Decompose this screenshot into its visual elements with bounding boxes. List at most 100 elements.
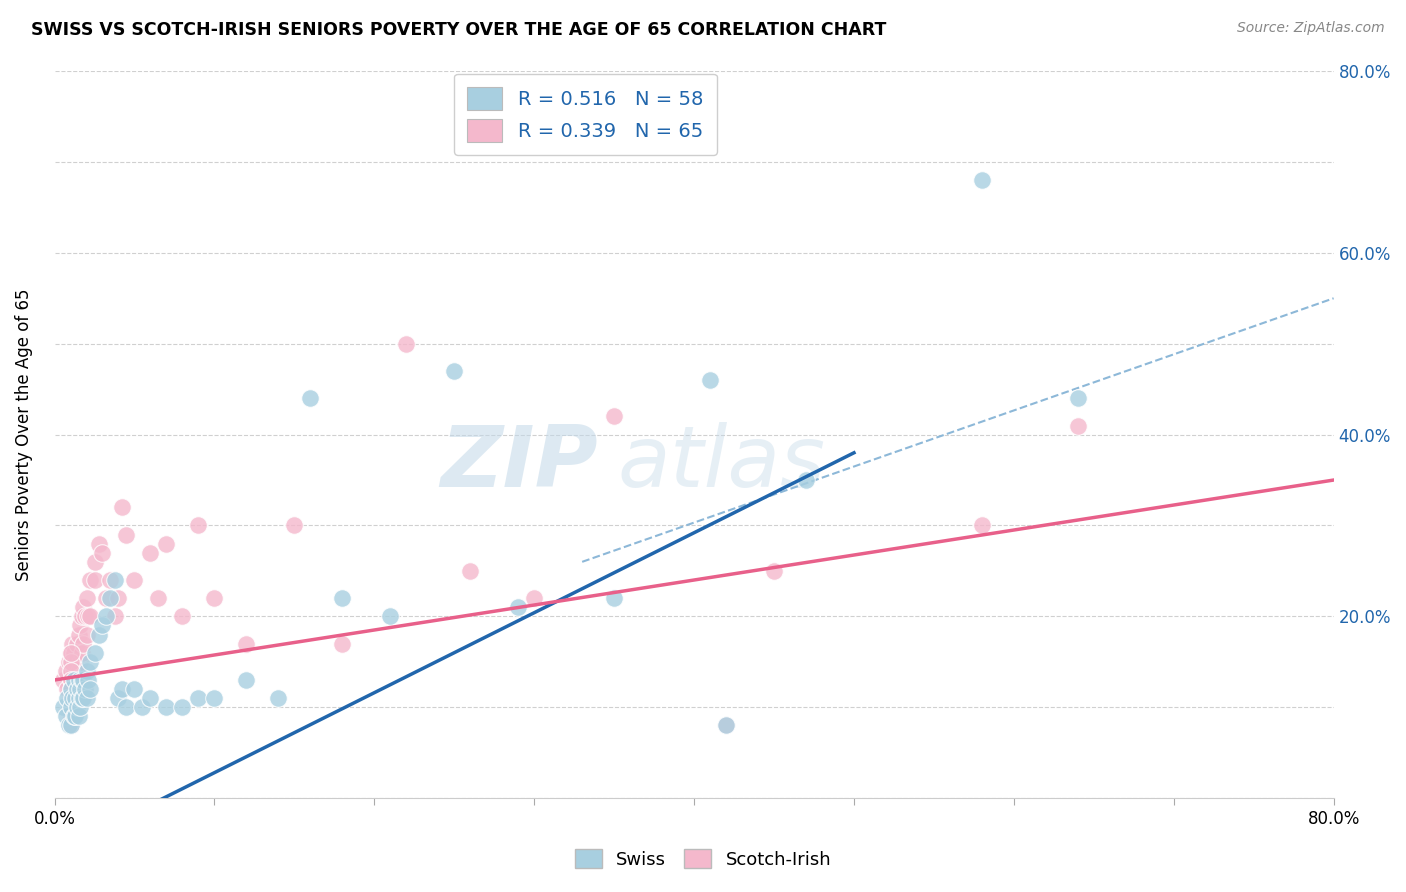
Text: Source: ZipAtlas.com: Source: ZipAtlas.com	[1237, 21, 1385, 35]
Point	[79, 609, 101, 624]
Point	[76, 691, 98, 706]
Point	[65, 655, 87, 669]
Point	[299, 391, 322, 405]
Point	[66, 700, 89, 714]
Point	[204, 691, 226, 706]
Point	[65, 673, 87, 687]
Point	[763, 564, 786, 578]
Point	[67, 691, 90, 706]
Point	[380, 609, 402, 624]
Point	[70, 673, 93, 687]
Point	[131, 700, 153, 714]
Point	[72, 637, 94, 651]
Point	[139, 546, 162, 560]
Point	[67, 673, 90, 687]
Point	[59, 655, 82, 669]
Point	[59, 673, 82, 687]
Point	[59, 700, 82, 714]
Point	[56, 682, 79, 697]
Point	[83, 555, 105, 569]
Point	[59, 691, 82, 706]
Point	[330, 591, 353, 606]
Point	[155, 536, 177, 550]
Point	[267, 691, 290, 706]
Point	[714, 718, 737, 732]
Text: ZIP: ZIP	[440, 422, 598, 505]
Point	[970, 173, 993, 187]
Point	[172, 609, 194, 624]
Point	[104, 609, 127, 624]
Point	[204, 591, 226, 606]
Point	[699, 373, 721, 387]
Point	[235, 637, 257, 651]
Point	[67, 627, 90, 641]
Point	[283, 518, 305, 533]
Point	[91, 618, 114, 632]
Point	[59, 700, 82, 714]
Point	[67, 664, 90, 678]
Point	[104, 573, 127, 587]
Point	[51, 673, 73, 687]
Point	[107, 591, 129, 606]
Point	[970, 518, 993, 533]
Point	[76, 627, 98, 641]
Point	[111, 500, 134, 515]
Point	[59, 718, 82, 732]
Point	[59, 664, 82, 678]
Point	[76, 591, 98, 606]
Point	[59, 682, 82, 697]
Point	[76, 664, 98, 678]
Point	[72, 673, 94, 687]
Point	[69, 682, 91, 697]
Point	[59, 682, 82, 697]
Point	[58, 718, 80, 732]
Point	[115, 527, 138, 541]
Point	[124, 682, 146, 697]
Point	[62, 709, 84, 723]
Point	[60, 691, 83, 706]
Point	[94, 591, 117, 606]
Point	[603, 409, 626, 424]
Point	[235, 673, 257, 687]
Point	[56, 691, 79, 706]
Point	[83, 646, 105, 660]
Point	[59, 700, 82, 714]
Point	[603, 591, 626, 606]
Point	[66, 637, 89, 651]
Point	[443, 364, 465, 378]
Point	[65, 691, 87, 706]
Point	[1067, 391, 1090, 405]
Point	[55, 664, 77, 678]
Point	[77, 673, 100, 687]
Point	[187, 518, 209, 533]
Point	[65, 709, 87, 723]
Point	[69, 700, 91, 714]
Point	[79, 682, 101, 697]
Point	[148, 591, 170, 606]
Point	[79, 655, 101, 669]
Text: SWISS VS SCOTCH-IRISH SENIORS POVERTY OVER THE AGE OF 65 CORRELATION CHART: SWISS VS SCOTCH-IRISH SENIORS POVERTY OV…	[31, 21, 886, 38]
Point	[79, 573, 101, 587]
Y-axis label: Seniors Poverty Over the Age of 65: Seniors Poverty Over the Age of 65	[15, 288, 32, 581]
Point	[55, 709, 77, 723]
Point	[72, 600, 94, 615]
Point	[83, 573, 105, 587]
Point	[100, 573, 122, 587]
Point	[89, 536, 111, 550]
Legend: Swiss, Scotch-Irish: Swiss, Scotch-Irish	[568, 842, 838, 876]
Point	[73, 609, 96, 624]
Point	[794, 473, 817, 487]
Point	[395, 336, 418, 351]
Point	[62, 664, 84, 678]
Point	[714, 718, 737, 732]
Point	[70, 646, 93, 660]
Point	[70, 691, 93, 706]
Point	[155, 700, 177, 714]
Point	[59, 646, 82, 660]
Point	[67, 709, 90, 723]
Text: atlas: atlas	[617, 422, 825, 505]
Point	[59, 718, 82, 732]
Point	[1067, 418, 1090, 433]
Point	[62, 673, 84, 687]
Point	[59, 673, 82, 687]
